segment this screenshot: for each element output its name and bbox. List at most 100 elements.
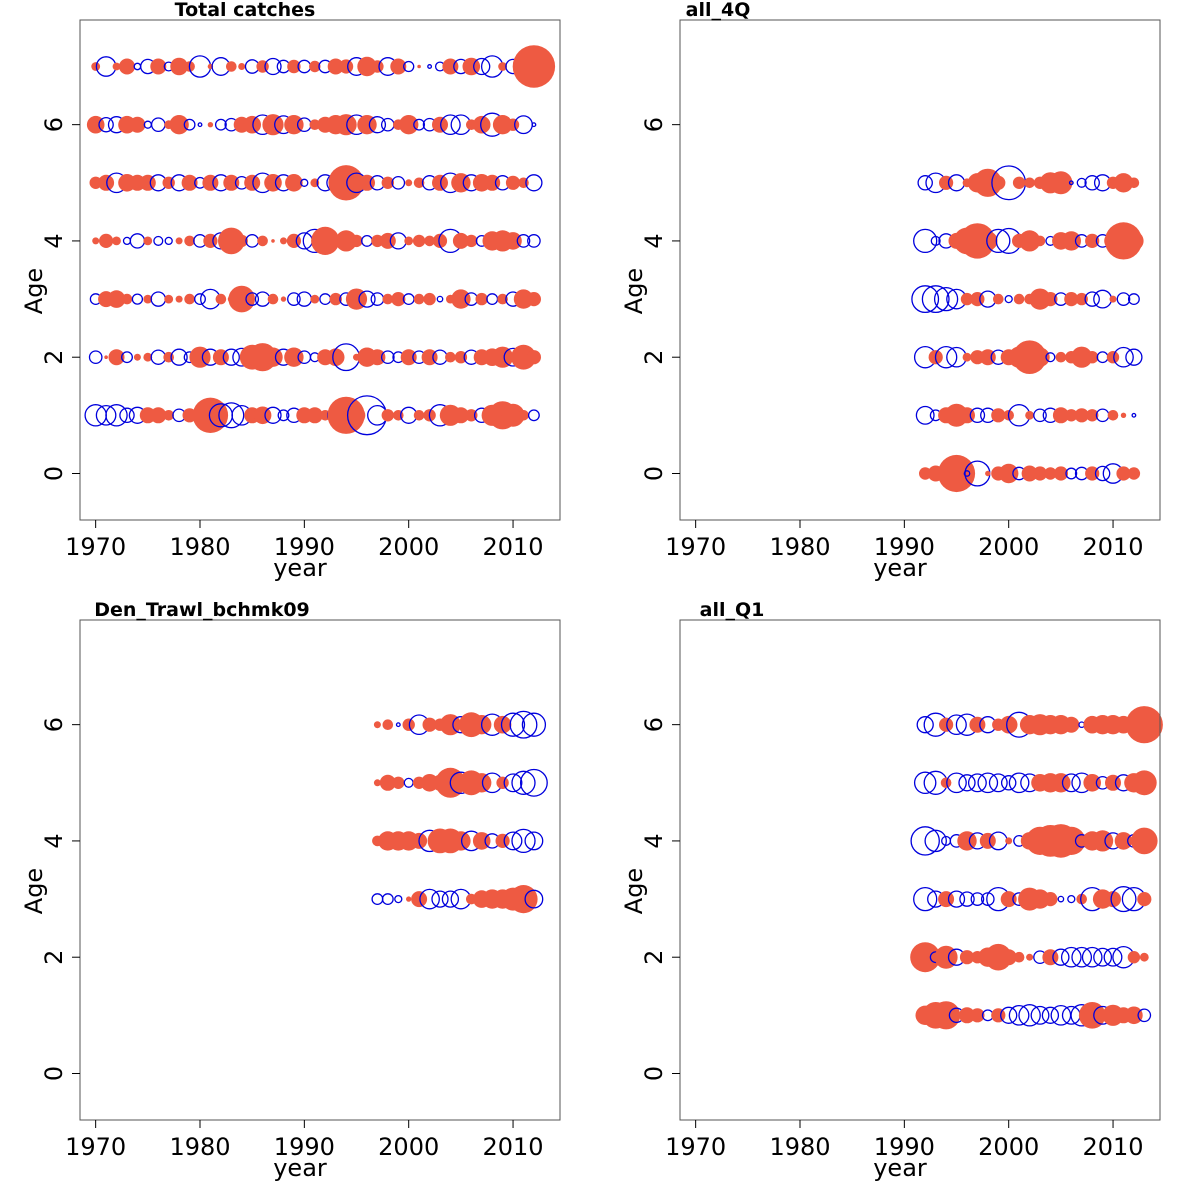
residual-bubble-negative: [150, 58, 167, 75]
residual-bubble-positive: [1110, 886, 1137, 913]
residual-bubble-negative: [1051, 773, 1071, 793]
residual-bubble-negative: [91, 62, 101, 71]
residual-bubble-positive: [368, 116, 387, 134]
residual-bubble-negative: [422, 717, 437, 732]
chart-title: all_Q1: [700, 599, 765, 621]
x-tick-label: 1980: [169, 1133, 230, 1161]
residual-bubble-negative: [284, 347, 304, 367]
residual-bubble-negative: [1013, 951, 1025, 963]
x-tick-label: 2000: [378, 1133, 439, 1161]
plot-frame: [679, 19, 1161, 521]
residual-bubble-negative: [454, 351, 468, 364]
residual-bubble-negative: [129, 116, 146, 133]
residual-bubble-positive: [1052, 948, 1070, 966]
y-tick-label: 0: [40, 466, 68, 481]
residual-bubble-negative: [1127, 951, 1141, 964]
residual-bubble-negative: [1074, 408, 1089, 423]
residual-bubble-negative: [382, 719, 394, 730]
residual-bubble-positive: [977, 772, 999, 794]
residual-bubble-negative: [432, 116, 448, 133]
residual-bubble-negative: [910, 942, 941, 973]
y-tick-label: 4: [40, 233, 68, 248]
residual-bubble-positive: [958, 774, 976, 792]
residual-bubble-positive: [916, 716, 934, 734]
residual-bubble-negative: [404, 236, 414, 246]
residual-bubble-positive: [1045, 352, 1056, 363]
residual-bubble-positive: [183, 118, 196, 131]
residual-bubble-negative: [1127, 467, 1141, 480]
residual-bubble-negative: [1124, 231, 1144, 251]
residual-bubble-positive: [913, 228, 938, 254]
residual-bubble-positive: [917, 175, 933, 191]
residual-bubble-negative: [1029, 288, 1051, 310]
residual-bubble-negative: [1078, 1002, 1106, 1029]
residual-bubble-negative: [1071, 346, 1093, 368]
residual-bubble-negative: [526, 292, 542, 307]
x-tick-label: 2010: [483, 533, 544, 561]
residual-bubble-positive: [1000, 775, 1017, 791]
residual-bubble-negative: [184, 235, 195, 247]
residual-bubble-positive: [519, 768, 548, 797]
y-tick-label: 0: [640, 466, 668, 481]
residual-bubble-negative: [1000, 949, 1017, 966]
residual-bubble-positive: [933, 286, 959, 312]
residual-bubble-positive: [194, 293, 206, 306]
residual-bubble-negative: [1114, 832, 1133, 850]
y-tick-label: 2: [640, 950, 668, 965]
residual-bubble-negative: [1131, 827, 1158, 855]
residual-bubble-positive: [524, 831, 544, 851]
residual-bubble-negative: [371, 60, 384, 73]
residual-bubble-negative: [970, 1008, 985, 1023]
residual-bubble-positive: [1131, 412, 1137, 418]
residual-bubble-negative: [1086, 409, 1099, 422]
residual-bubble-negative: [119, 58, 135, 75]
residual-bubble-negative: [1116, 466, 1131, 481]
residual-bubble-negative: [184, 293, 195, 305]
residual-bubble-positive: [277, 409, 290, 422]
residual-bubble-negative: [284, 115, 304, 135]
panel-2: all_4Q 1970 1980 1990 2000 2010 0 2 4 6 year Age: [620, 0, 1161, 582]
residual-bubble-negative: [512, 45, 556, 88]
residual-bubble-negative: [506, 118, 520, 131]
chart-title: Den_Trawl_bchmk09: [94, 599, 310, 621]
residual-bubble-negative: [244, 174, 261, 191]
residual-bubble-positive: [1068, 180, 1074, 186]
residual-bubble-negative: [413, 293, 425, 305]
residual-bubble-positive: [1137, 1008, 1152, 1023]
residual-bubble-positive: [511, 770, 536, 795]
residual-bubble-positive: [1127, 293, 1140, 306]
residual-bubble-positive: [121, 351, 133, 364]
residual-bubble-negative: [335, 114, 357, 136]
residual-bubble-negative: [932, 1001, 961, 1030]
residual-bubble-negative: [1013, 293, 1025, 305]
residual-bubble-negative: [1075, 292, 1088, 306]
residual-bubble-negative: [451, 289, 471, 309]
residual-bubble-positive: [222, 348, 240, 366]
x-tick-label: 1990: [874, 1133, 935, 1161]
x-axis-label: year: [273, 554, 327, 582]
residual-bubble-positive: [381, 893, 394, 906]
residual-bubble-positive: [1103, 947, 1123, 967]
y-axis-label: Age: [620, 268, 648, 314]
residual-bubble-negative: [339, 59, 354, 74]
residual-bubble-negative: [1043, 892, 1058, 907]
residual-bubble-positive: [509, 710, 538, 739]
residual-bubble-negative: [347, 406, 366, 425]
residual-bubble-negative: [432, 174, 448, 191]
residual-bubble-negative: [999, 463, 1019, 484]
residual-bubble-positive: [503, 831, 523, 851]
residual-bubble-negative: [1005, 837, 1013, 845]
y-tick-label: 0: [640, 1066, 668, 1081]
residual-bubble-negative: [1032, 466, 1048, 481]
residual-bubble-positive: [1018, 1004, 1041, 1027]
residual-bubble-positive: [524, 889, 544, 909]
x-tick-label: 2010: [1083, 1133, 1144, 1161]
x-tick-label: 1980: [769, 533, 830, 561]
residual-bubble-negative: [143, 352, 153, 362]
residual-bubble-negative: [280, 237, 287, 245]
residual-bubble-negative: [243, 115, 261, 134]
residual-bubble-positive: [930, 235, 941, 246]
residual-bubble-negative: [979, 832, 996, 849]
residual-bubble-negative: [391, 292, 406, 307]
residual-bubble-negative: [280, 296, 287, 302]
